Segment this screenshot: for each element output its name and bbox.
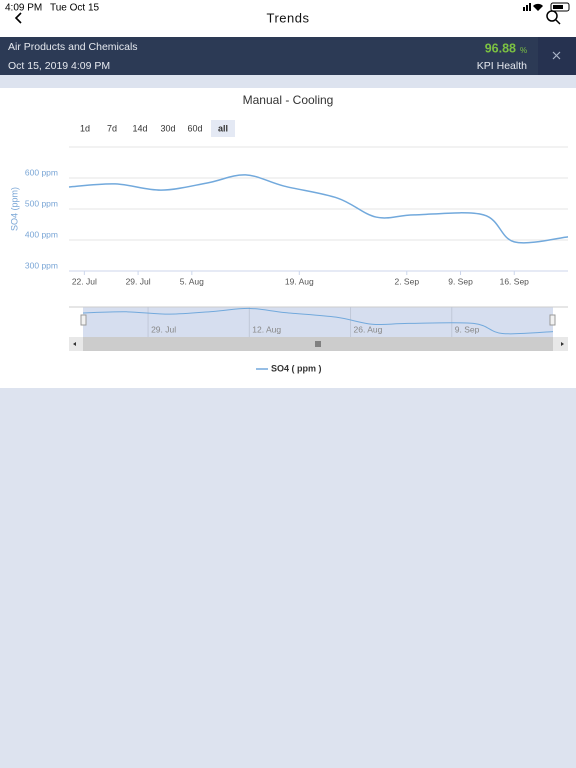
navigator-tick-label: 9. Sep bbox=[455, 324, 480, 334]
status-date: Tue Oct 15 bbox=[50, 3, 100, 14]
range-button[interactable]: 60d bbox=[187, 123, 202, 133]
navigator-handle[interactable] bbox=[549, 314, 556, 326]
range-button[interactable]: all bbox=[218, 123, 228, 133]
company-name: Air Products and Chemicals bbox=[8, 41, 138, 53]
scrollbar-grip bbox=[315, 341, 321, 347]
kpi-value: 96.88 bbox=[485, 41, 516, 55]
range-button[interactable]: 30d bbox=[160, 123, 175, 133]
y-tick-label: 600 ppm bbox=[25, 167, 58, 177]
x-tick-label: 9. Sep bbox=[448, 276, 473, 286]
kpi-unit: % bbox=[520, 46, 527, 55]
x-tick-label: 16. Sep bbox=[500, 276, 530, 286]
kpi-label: KPI Health bbox=[477, 60, 527, 72]
navigator-mask bbox=[83, 307, 553, 337]
chart-title: Manual - Cooling bbox=[243, 93, 334, 107]
range-button[interactable]: 7d bbox=[107, 123, 117, 133]
top-bar bbox=[0, 0, 576, 37]
header-band bbox=[0, 37, 576, 75]
y-tick-label: 400 ppm bbox=[25, 229, 58, 239]
y-tick-label: 300 ppm bbox=[25, 260, 58, 270]
x-tick-label: 29. Jul bbox=[126, 276, 151, 286]
search-button[interactable] bbox=[546, 10, 561, 25]
nav-title: Trends bbox=[267, 10, 310, 25]
range-button[interactable]: 1d bbox=[80, 123, 90, 133]
status-icons bbox=[523, 2, 570, 12]
navigator-tick-label: 29. Jul bbox=[151, 324, 176, 334]
back-button[interactable] bbox=[14, 12, 22, 24]
status-time: 4:09 PM bbox=[5, 3, 42, 14]
navigator-tick-label: 12. Aug bbox=[252, 324, 281, 334]
close-icon[interactable] bbox=[552, 51, 561, 60]
x-tick-label: 22. Jul bbox=[72, 276, 97, 286]
y-axis-label: SO4 (ppm) bbox=[9, 187, 19, 231]
legend-label: SO4 ( ppm ) bbox=[271, 363, 322, 373]
navigator-handle[interactable] bbox=[80, 314, 87, 326]
range-button-selected[interactable] bbox=[211, 120, 235, 137]
range-button[interactable]: 14d bbox=[132, 123, 147, 133]
x-tick-label: 2. Sep bbox=[394, 276, 419, 286]
y-tick-label: 500 ppm bbox=[25, 198, 58, 208]
timestamp: Oct 15, 2019 4:09 PM bbox=[8, 60, 110, 72]
navigator-tick-label: 26. Aug bbox=[354, 324, 383, 334]
x-tick-label: 5. Aug bbox=[180, 276, 204, 286]
x-tick-label: 19. Aug bbox=[285, 276, 314, 286]
series-line bbox=[68, 174, 569, 244]
navigator-line bbox=[82, 307, 554, 335]
